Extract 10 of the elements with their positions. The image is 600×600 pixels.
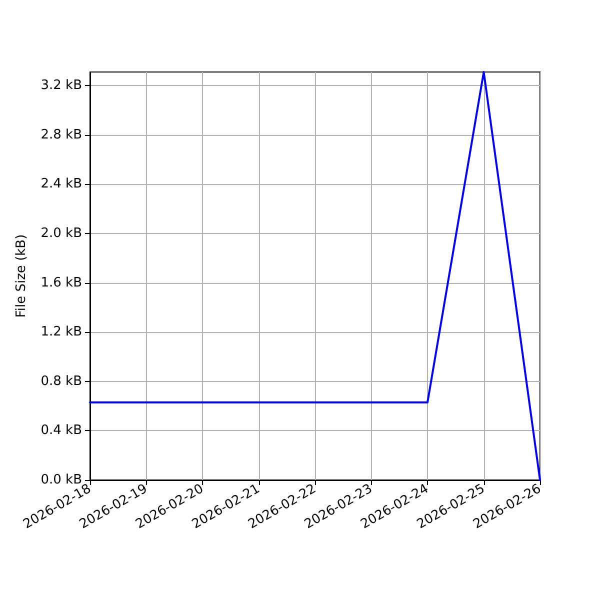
y-tick-label: 1.6 kB [40,275,82,290]
y-axis-title: File Size (kB) [14,234,29,318]
y-tick-label: 0.0 kB [40,472,82,488]
y-tick-label: 2.4 kB [40,176,82,192]
y-tick-label: 2.0 kB [40,226,82,241]
y-tick-label: 2.8 kB [40,127,82,142]
y-tick-label: 0.8 kB [40,374,82,389]
y-tick-label: 3.2 kB [40,78,82,94]
y-tick-label: 0.4 kB [40,423,82,438]
y-tick-label: 1.2 kB [40,324,82,340]
